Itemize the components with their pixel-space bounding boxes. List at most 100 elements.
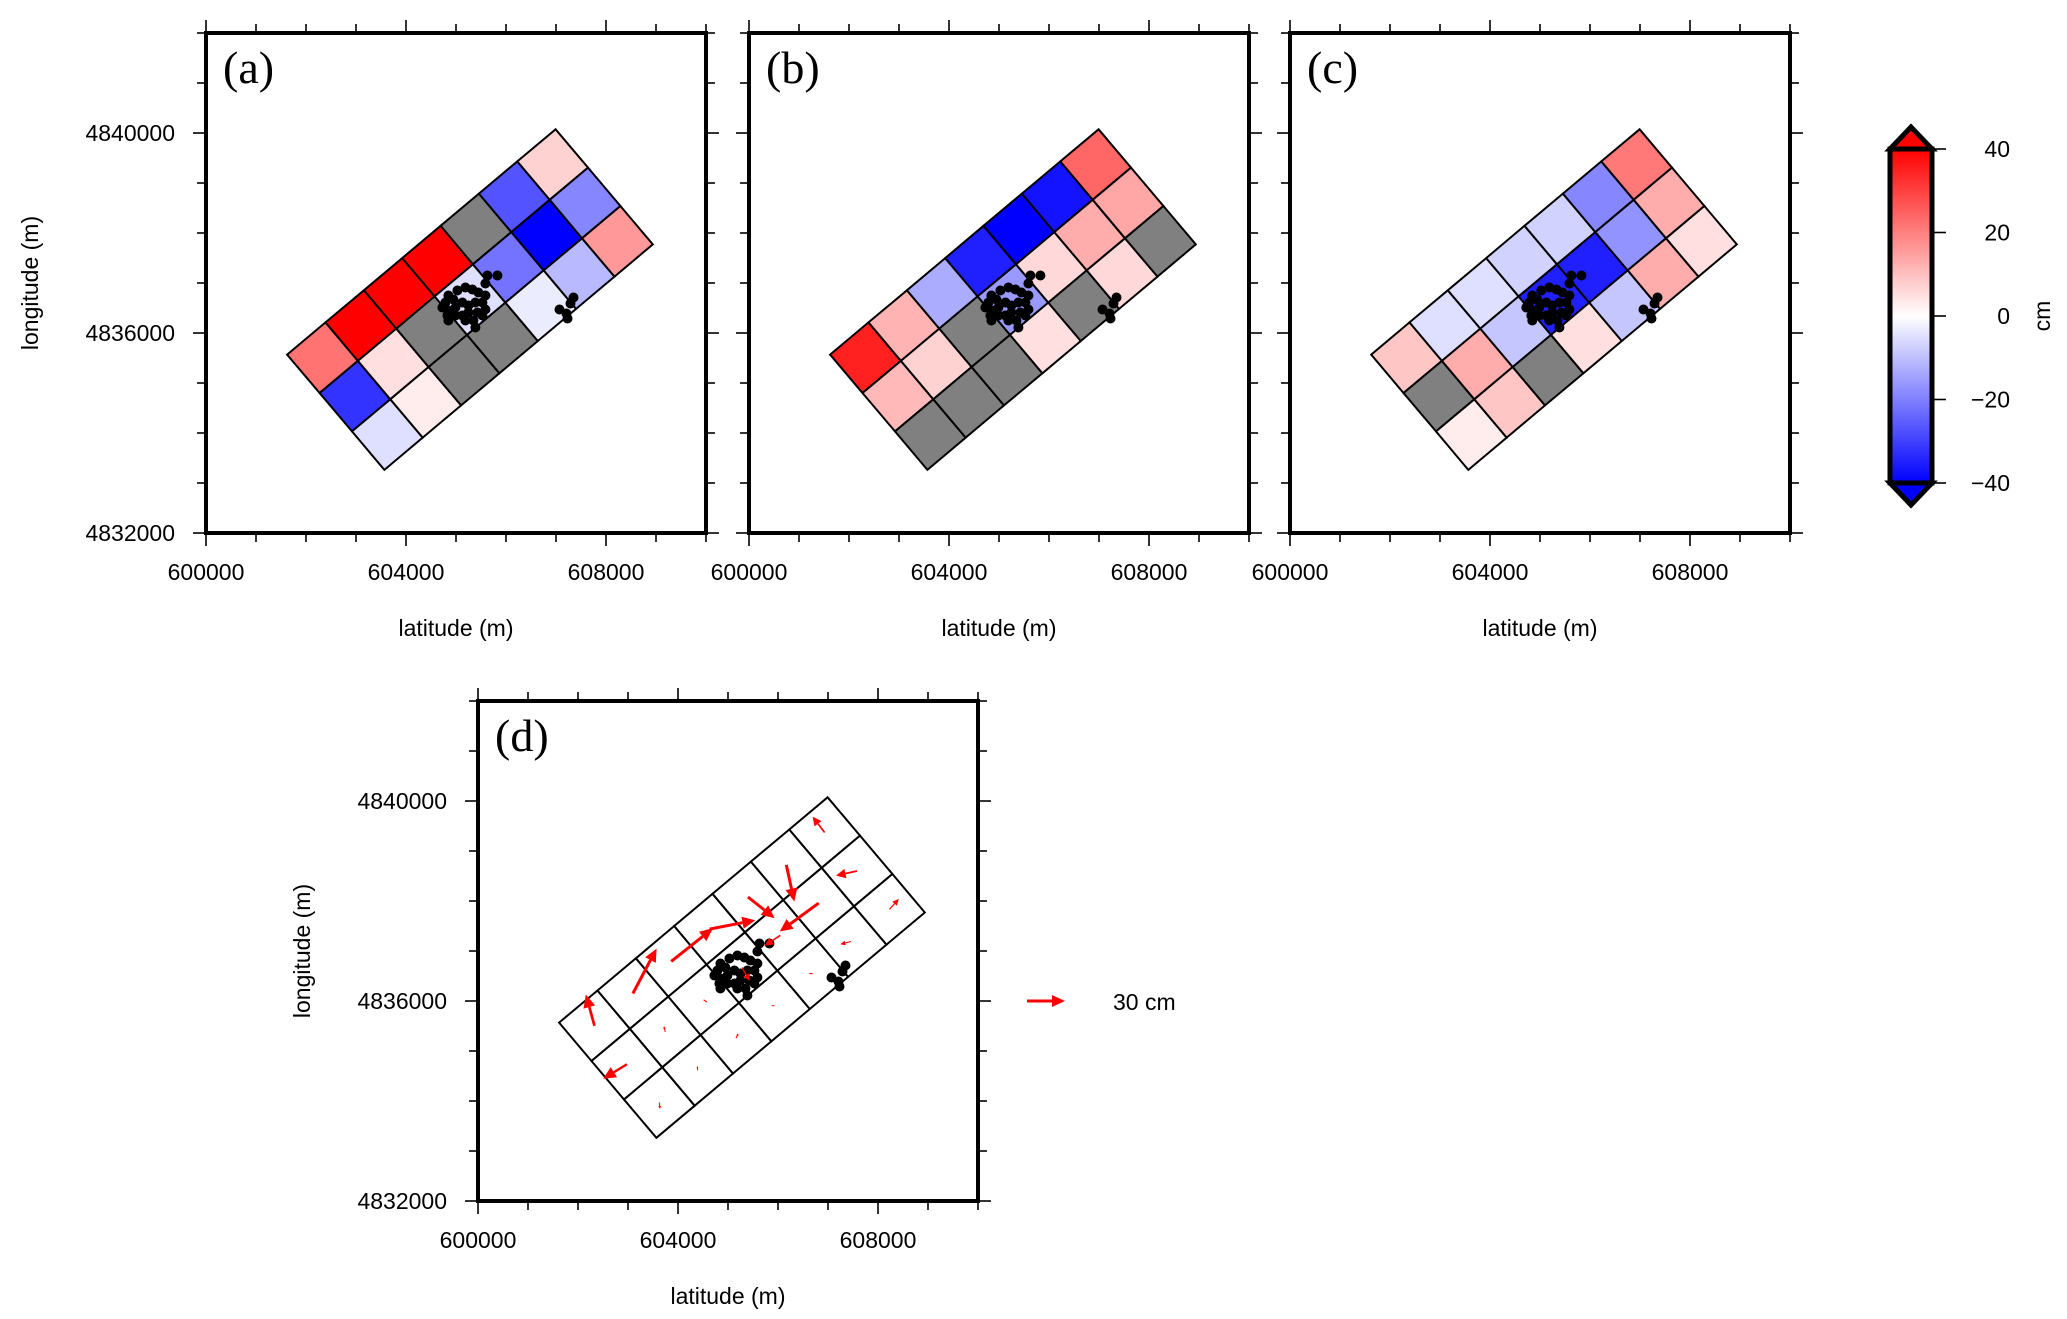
- displacement-arrow: [670, 928, 713, 963]
- arrow-shaft: [888, 903, 896, 910]
- event-point: [1536, 285, 1547, 296]
- displacement-arrow: [771, 1004, 775, 1007]
- event-point: [480, 278, 491, 289]
- panels: 600000 604000 608000 4832000 4836000 4840000 l…: [17, 20, 1803, 1309]
- event-point: [1534, 302, 1545, 313]
- colorbar-tick-label: 40: [1984, 136, 2010, 162]
- arrow-shaft: [771, 934, 781, 942]
- y-axis-title: longitude (m): [17, 216, 43, 350]
- event-point: [754, 938, 765, 949]
- panel-a: 600000 604000 608000 4832000 4836000 4840000 l…: [17, 20, 719, 641]
- colorbar-tick-label: 20: [1984, 220, 2010, 246]
- displacement-arrow: [709, 916, 756, 931]
- displacement-arrow: [779, 901, 820, 932]
- event-point: [724, 953, 735, 964]
- colorbar-tick-label: −40: [1971, 470, 2010, 496]
- displacement-arrow: [888, 899, 899, 910]
- displacement-arrow: [747, 895, 775, 919]
- event-point: [1526, 310, 1537, 321]
- arrow-head: [699, 928, 713, 942]
- arrow-shaft: [789, 901, 820, 926]
- event-point: [450, 310, 461, 321]
- event-point: [722, 970, 733, 981]
- colorbar-tick-label: 0: [1997, 303, 2010, 329]
- y-tick-label: 4836000: [357, 988, 447, 1014]
- event-point: [985, 310, 996, 321]
- y-tick-label: 4832000: [85, 520, 175, 546]
- arrow-shaft: [709, 921, 743, 931]
- arrow-shaft: [817, 823, 826, 834]
- event-point: [834, 981, 845, 992]
- panel-frame: [1288, 31, 1792, 535]
- panel-frame: [476, 699, 980, 1203]
- event-point: [749, 978, 760, 989]
- arrow-shaft: [587, 1006, 596, 1027]
- event-point: [442, 310, 453, 321]
- panel-c: 600000 604000 608000 latitude (m) (c): [1252, 20, 1803, 641]
- x-tick-label: 604000: [911, 559, 988, 585]
- vector-legend-arrow: [1027, 995, 1065, 1007]
- y-tick-label: 4840000: [85, 120, 175, 146]
- colorbar: 40 20 0 −20 −40 cm: [1884, 123, 2055, 509]
- x-tick-label: 608000: [568, 559, 645, 585]
- arrow-shaft: [664, 1028, 666, 1033]
- axis-ticks: [1277, 20, 1803, 546]
- arrow-head: [658, 1105, 662, 1109]
- displacement-arrow: [583, 994, 596, 1027]
- arrow-head: [663, 1026, 666, 1030]
- x-axis-title: latitude (m): [670, 1283, 785, 1309]
- x-tick-label: 600000: [1252, 559, 1329, 585]
- displacement-arrow: [735, 1033, 739, 1039]
- panel-frame: [747, 31, 1251, 535]
- panel-label: (b): [766, 42, 820, 93]
- arrow-head: [603, 1067, 618, 1079]
- event-point: [720, 962, 731, 973]
- displacement-arrow: [631, 948, 657, 995]
- displacement-arrow: [703, 999, 708, 1003]
- arrow-shaft: [741, 967, 747, 976]
- arrow-head: [743, 973, 750, 981]
- event-point: [1532, 294, 1543, 305]
- x-tick-label: 604000: [1452, 559, 1529, 585]
- y-axis-title: longitude (m): [289, 884, 315, 1018]
- displacement-arrow: [696, 1066, 699, 1071]
- panel-d: 600000 604000 608000 4832000 4836000 4840000 l…: [289, 688, 991, 1309]
- event-point: [837, 966, 848, 977]
- event-point: [991, 294, 1002, 305]
- x-axis-title: latitude (m): [398, 615, 513, 641]
- arrow-head: [705, 1000, 708, 1003]
- plot-area: [828, 127, 1198, 472]
- event-point: [448, 294, 459, 305]
- event-point: [1023, 278, 1034, 289]
- event-point: [1649, 298, 1660, 309]
- arrow-head: [583, 994, 596, 1009]
- event-point: [1576, 270, 1587, 281]
- event-point: [1013, 322, 1024, 333]
- event-point: [1025, 270, 1036, 281]
- arrow-shaft: [735, 1035, 738, 1039]
- colorbar-bar: [1887, 146, 1935, 486]
- panel-b: 600000 604000 608000 latitude (m) (b): [711, 20, 1262, 641]
- arrow-shaft: [631, 959, 652, 995]
- event-point: [1554, 322, 1565, 333]
- event-point: [1020, 310, 1031, 321]
- event-point: [1108, 298, 1119, 309]
- plot-area: [557, 795, 927, 1140]
- arrow-shaft: [613, 1063, 628, 1074]
- arrow-head: [696, 1066, 699, 1069]
- arrow-shaft: [845, 941, 852, 944]
- panel-label: (d): [495, 710, 549, 761]
- vector-legend: 30 cm: [1027, 989, 1176, 1015]
- event-point: [452, 285, 463, 296]
- event-point: [562, 313, 573, 324]
- event-point: [1105, 313, 1116, 324]
- displacement-arrow: [784, 864, 798, 902]
- arrow-head: [812, 816, 822, 827]
- event-point: [460, 315, 471, 326]
- plot-area: [285, 127, 655, 472]
- x-axis-title: latitude (m): [941, 615, 1056, 641]
- event-point: [482, 270, 493, 281]
- arrow-head: [892, 899, 899, 906]
- event-point: [450, 302, 461, 313]
- vector-legend-label: 30 cm: [1113, 989, 1176, 1015]
